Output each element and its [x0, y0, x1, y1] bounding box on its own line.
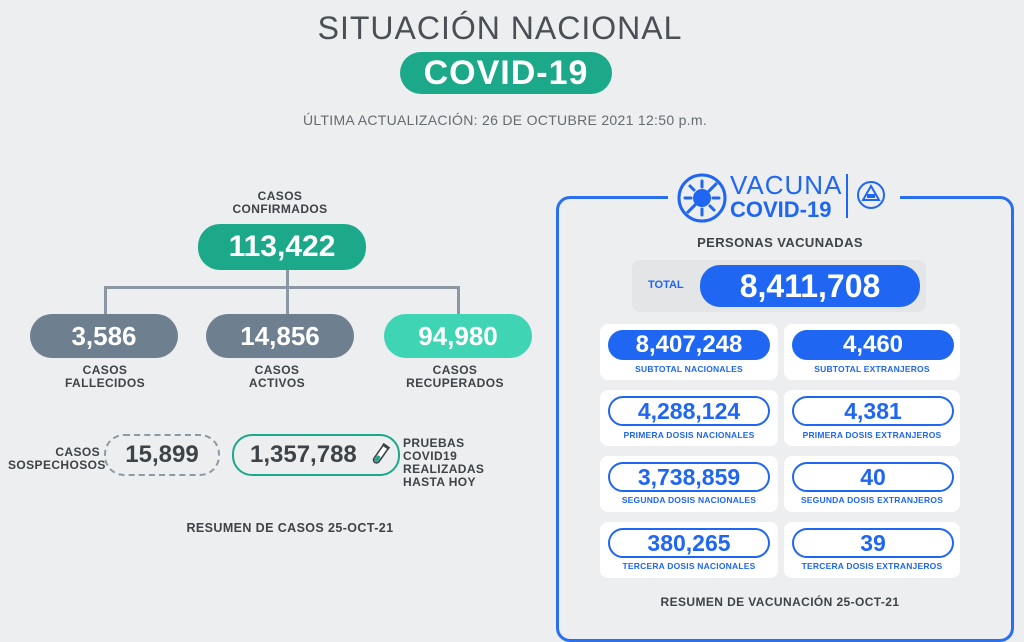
national-seal-icon	[856, 180, 886, 215]
page-title: SITUACIÓN NACIONAL	[317, 10, 683, 46]
suspected-value: 15,899	[104, 434, 220, 476]
tests-label: PRUEBAS COVID19 REALIZADAS HASTA HOY	[403, 437, 513, 489]
logo-covid: COVID-19	[730, 197, 832, 222]
virus-icon	[676, 172, 728, 229]
confirmed-value: 113,422	[198, 224, 366, 270]
total-value: 8,411,708	[700, 265, 920, 307]
covid-badge: COVID-19	[400, 52, 612, 94]
third-nac-label: TERCERA DOSIS NACIONALES	[622, 561, 756, 571]
logo-divider	[846, 174, 848, 218]
third-ext-label: TERCERA DOSIS EXTRANJEROS	[801, 561, 943, 571]
tests-label-line2: REALIZADAS	[403, 462, 485, 476]
vaccination-summary: RESUMEN DE VACUNACIÓN 25-OCT-21	[660, 595, 900, 609]
connector-right	[457, 286, 460, 316]
active-label-line2: ACTIVOS	[248, 376, 306, 390]
test-tube-icon	[370, 442, 391, 473]
suspected-label: CASOS SOSPECHOSOS	[8, 445, 106, 472]
active-label-line1: CASOS	[254, 363, 300, 377]
deaths-value: 3,586	[30, 314, 178, 358]
vaccinated-title: PERSONAS VACUNADAS	[697, 235, 863, 250]
second-ext-label: SEGUNDA DOSIS EXTRANJEROS	[800, 495, 944, 505]
first-nac-label: PRIMERA DOSIS NACIONALES	[623, 430, 755, 440]
tests-value: 1,357,788	[250, 441, 357, 468]
active-label: CASOS ACTIVOS	[222, 364, 332, 390]
first-nac-value: 4,288,124	[608, 396, 770, 426]
subtotal-ext-value: 4,460	[792, 330, 954, 360]
third-ext-value: 39	[792, 528, 954, 558]
subtotal-ext-label: SUBTOTAL EXTRANJEROS	[814, 364, 930, 374]
active-value: 14,856	[206, 314, 354, 358]
subtotal-nac-label: SUBTOTAL NACIONALES	[635, 364, 743, 374]
connector-horizontal	[104, 286, 460, 289]
deaths-label: CASOS FALLECIDOS	[50, 364, 160, 390]
first-ext-label: PRIMERA DOSIS EXTRANJEROS	[802, 430, 942, 440]
tests-label-line1: PRUEBAS COVID19	[403, 436, 465, 463]
suspected-label-line2: SOSPECHOSOS	[8, 458, 106, 472]
confirmed-label-line2: CONFIRMADOS	[232, 202, 328, 216]
first-ext-value: 4,381	[792, 396, 954, 426]
recovered-label-line1: CASOS	[432, 363, 478, 377]
confirmed-label: CASOS CONFIRMADOS	[220, 190, 340, 216]
suspected-label-line1: CASOS	[55, 445, 100, 459]
last-updated: ÚLTIMA ACTUALIZACIÓN: 26 DE OCTUBRE 2021…	[302, 112, 708, 128]
connector-vertical-main	[286, 270, 289, 288]
recovered-label: CASOS RECUPERADOS	[400, 364, 510, 390]
deaths-label-line2: FALLECIDOS	[64, 376, 145, 390]
third-nac-value: 380,265	[608, 528, 770, 558]
tests-box: 1,357,788	[232, 434, 400, 476]
subtotal-nac-value: 8,407,248	[608, 330, 770, 360]
deaths-label-line1: CASOS	[82, 363, 128, 377]
second-nac-label: SEGUNDA DOSIS NACIONALES	[621, 495, 757, 505]
second-ext-value: 40	[792, 462, 954, 492]
logo-vacuna: VACUNA	[730, 170, 843, 200]
connector-center	[286, 286, 289, 316]
vaccine-logo: VACUNA COVID-19	[668, 168, 900, 228]
confirmed-label-line1: CASOS	[257, 189, 303, 203]
cases-summary: RESUMEN DE CASOS 25-OCT-21	[186, 521, 394, 535]
total-label: TOTAL	[648, 279, 684, 291]
recovered-value: 94,980	[384, 314, 532, 358]
second-nac-value: 3,738,859	[608, 462, 770, 492]
tests-label-line3: HASTA HOY	[403, 475, 476, 489]
recovered-label-line2: RECUPERADOS	[406, 376, 504, 390]
connector-left	[104, 286, 107, 316]
